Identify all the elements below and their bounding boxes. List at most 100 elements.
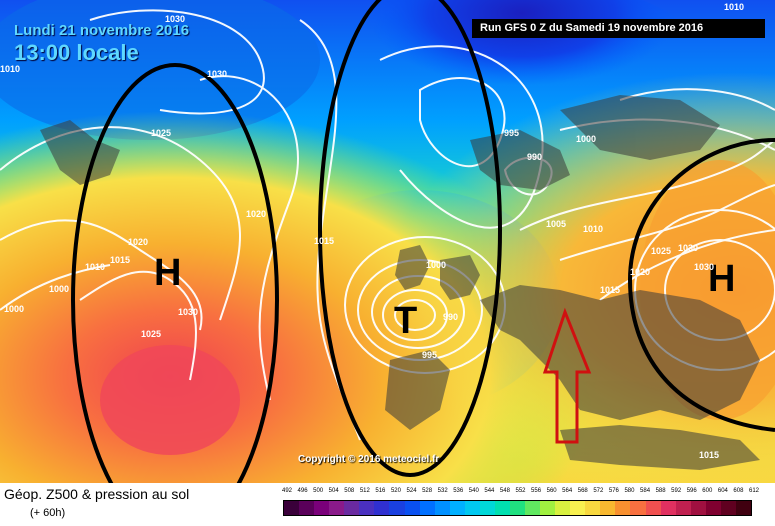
color-scale-swatch bbox=[720, 501, 736, 515]
color-scale-tick: 520 bbox=[390, 488, 401, 494]
color-scale-tick: 524 bbox=[406, 488, 417, 494]
legend-subtitle: (+ 60h) bbox=[30, 507, 66, 519]
isobar-label: 1025 bbox=[151, 128, 172, 138]
color-scale-swatch bbox=[449, 501, 465, 515]
color-scale-tick: 516 bbox=[375, 488, 386, 494]
color-scale-tick: 552 bbox=[515, 488, 526, 494]
isobar-label: 1020 bbox=[246, 209, 267, 219]
isobar-label: 1020 bbox=[630, 267, 651, 277]
isobar-label: 1020 bbox=[128, 237, 149, 247]
color-scale-swatch bbox=[344, 501, 360, 515]
color-scale-swatch bbox=[464, 501, 480, 515]
color-scale-tick: 548 bbox=[499, 488, 510, 494]
isobar-label: 1015 bbox=[314, 236, 335, 246]
color-scale-swatch bbox=[645, 501, 661, 515]
color-scale-swatch bbox=[314, 501, 330, 515]
color-scale-tick: 568 bbox=[577, 488, 588, 494]
color-scale-tick: 576 bbox=[608, 488, 619, 494]
color-scale-tick: 544 bbox=[484, 488, 495, 494]
color-scale-swatch bbox=[585, 501, 601, 515]
color-scale-swatch bbox=[525, 501, 541, 515]
color-scale-tick: 608 bbox=[733, 488, 744, 494]
color-scale-swatch bbox=[389, 501, 405, 515]
color-scale-tick: 600 bbox=[702, 488, 713, 494]
color-scale-tick: 564 bbox=[562, 488, 573, 494]
isobar-label: 1030 bbox=[678, 243, 699, 253]
isobar-label: 1015 bbox=[110, 255, 131, 265]
forecast-time: 13:00 locale bbox=[14, 40, 139, 65]
color-scale-tick: 508 bbox=[344, 488, 355, 494]
color-scale-tick: 540 bbox=[468, 488, 479, 494]
color-scale-tick: 580 bbox=[624, 488, 635, 494]
color-scale-swatch bbox=[660, 501, 676, 515]
color-scale-swatch bbox=[284, 501, 300, 515]
high-pressure-label-east: H bbox=[708, 258, 736, 300]
color-scale-bar bbox=[283, 500, 752, 516]
isobar-label: 1025 bbox=[651, 246, 672, 256]
color-scale-tick: 572 bbox=[593, 488, 604, 494]
isobar-label: 1030 bbox=[207, 69, 228, 79]
isobar-label: 1000 bbox=[4, 304, 25, 314]
color-scale-swatch bbox=[570, 501, 586, 515]
color-scale-tick: 612 bbox=[748, 488, 760, 494]
isobar-label: 1000 bbox=[426, 260, 447, 270]
isobar-label: 990 bbox=[443, 312, 459, 322]
color-scale-tick: 496 bbox=[297, 488, 308, 494]
isobar-label: 1030 bbox=[694, 262, 715, 272]
color-scale-swatch bbox=[735, 501, 751, 515]
color-scale-tick: 592 bbox=[671, 488, 682, 494]
isobar-label: 1030 bbox=[178, 307, 199, 317]
color-scale-swatch bbox=[630, 501, 646, 515]
color-scale-tick: 492 bbox=[281, 488, 293, 494]
high-pressure-label-west: H bbox=[154, 252, 182, 294]
isobar-label: 1000 bbox=[576, 134, 597, 144]
color-scale-tick: 596 bbox=[686, 488, 697, 494]
legend-title: Géop. Z500 & pression au sol bbox=[4, 486, 190, 502]
color-scale-swatch bbox=[509, 501, 525, 515]
isobar-label: 1015 bbox=[699, 450, 720, 460]
color-scale-swatch bbox=[419, 501, 435, 515]
color-scale-swatch bbox=[434, 501, 450, 515]
color-scale-swatch bbox=[675, 501, 691, 515]
isobar-label: 1025 bbox=[141, 329, 162, 339]
color-scale-swatch bbox=[555, 501, 571, 515]
color-scale-swatch bbox=[494, 501, 510, 515]
color-scale-swatch bbox=[690, 501, 706, 515]
color-scale-tick: 536 bbox=[453, 488, 464, 494]
isobar-label: 1010 bbox=[583, 224, 604, 234]
color-scale-tick: 604 bbox=[717, 488, 728, 494]
color-scale-tick: 560 bbox=[546, 488, 557, 494]
top-right-isobar-value: 1010 bbox=[724, 2, 745, 12]
color-scale-ticks: 492 496 500 504 508 512 516 520 524 528 532 536 540 5… bbox=[281, 488, 759, 498]
isobar-label: 1030 bbox=[165, 14, 186, 24]
isobar-label: 995 bbox=[422, 350, 438, 360]
color-scale-tick: 532 bbox=[437, 488, 448, 494]
color-scale-tick: 556 bbox=[531, 488, 542, 494]
color-scale-tick: 528 bbox=[422, 488, 433, 494]
color-scale-swatch bbox=[374, 501, 390, 515]
isobar-label: 1010 bbox=[0, 64, 21, 74]
color-scale-swatch bbox=[404, 501, 420, 515]
color-scale-tick: 512 bbox=[359, 488, 370, 494]
color-scale-swatch bbox=[540, 501, 556, 515]
color-scale-tick: 500 bbox=[313, 488, 324, 494]
isobar-label: 1000 bbox=[49, 284, 70, 294]
low-pressure-label: T bbox=[394, 300, 418, 342]
color-scale-swatch bbox=[615, 501, 631, 515]
color-scale-swatch bbox=[479, 501, 495, 515]
isobar-label: 1005 bbox=[546, 219, 567, 229]
model-run-info: Run GFS 0 Z du Samedi 19 novembre 2016 bbox=[472, 19, 765, 38]
color-scale-swatch bbox=[705, 501, 721, 515]
isobar-label: 995 bbox=[504, 128, 520, 138]
color-scale-tick: 588 bbox=[655, 488, 666, 494]
color-scale-swatch bbox=[299, 501, 315, 515]
copyright-notice: Copyright © 2016 meteociel.fr bbox=[298, 454, 440, 465]
forecast-date: Lundi 21 novembre 2016 bbox=[14, 22, 190, 39]
isobar-label: 1015 bbox=[600, 285, 621, 295]
color-scale-tick: 584 bbox=[640, 488, 651, 494]
isobar-label: 1010 bbox=[85, 262, 106, 272]
color-scale-tick: 504 bbox=[328, 488, 339, 494]
color-scale-swatch bbox=[329, 501, 345, 515]
weather-map bbox=[0, 0, 775, 483]
